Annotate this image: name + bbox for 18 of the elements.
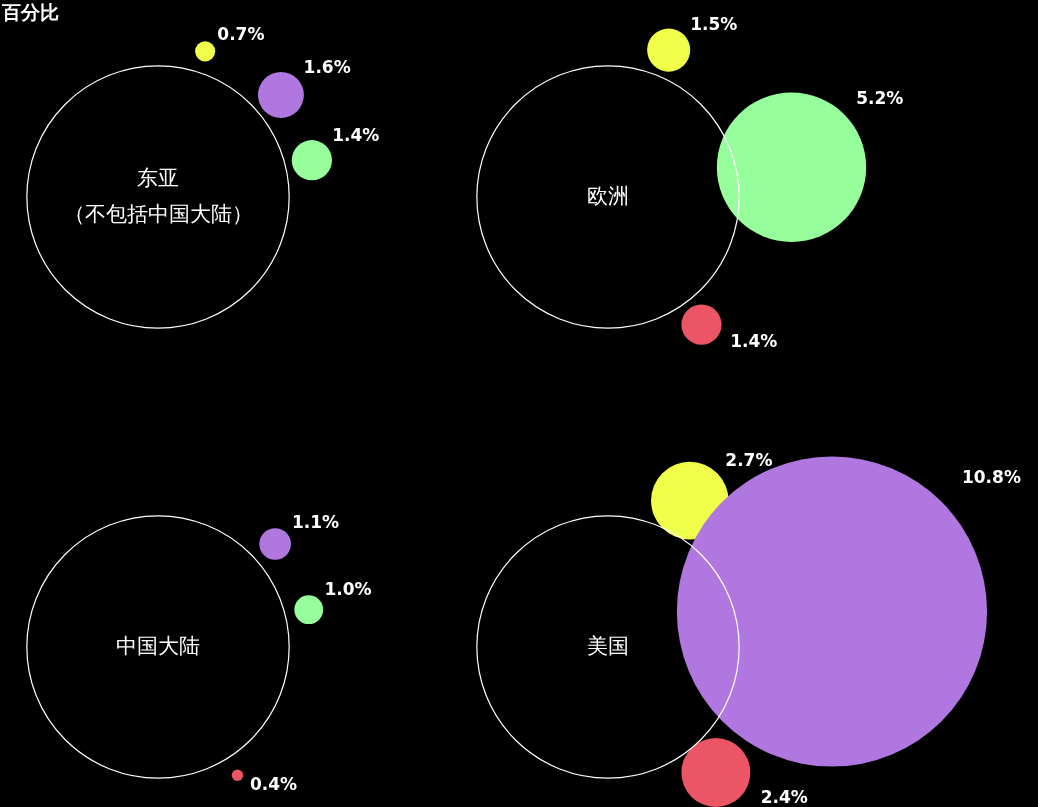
data-label: 1.5% [690,13,738,34]
data-label: 1.0% [324,579,372,600]
text: （不包括中国大陆） [63,202,253,226]
text: 百分比 [1,1,59,23]
text: 中国大陆 [116,634,200,658]
data-label: 0.7% [217,24,265,45]
data-label: 1.1% [291,512,340,533]
data-label: 1.6% [303,57,351,78]
text: 美国 [587,634,629,658]
data-label: 1.4% [730,330,778,351]
text: 东亚 [137,166,179,190]
data-label: 5.2% [856,87,904,108]
data-label: 10.8% [961,466,1021,487]
data-label: 0.4% [249,773,298,794]
data-label: 2.4% [760,786,808,807]
data-label: 1.4% [332,124,380,145]
data-label: 2.7% [725,450,773,471]
text: 欧洲 [587,184,629,208]
